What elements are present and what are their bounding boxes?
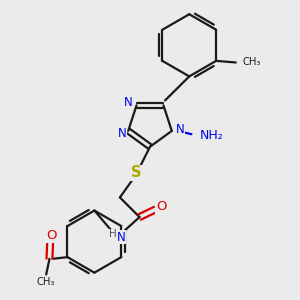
Text: N: N [176,123,184,136]
Text: CH₃: CH₃ [36,277,55,287]
Text: N: N [124,95,133,109]
Text: NH₂: NH₂ [200,129,223,142]
Text: CH₃: CH₃ [242,58,261,68]
Text: N: N [117,230,126,244]
Text: S: S [131,165,142,180]
Text: O: O [46,230,56,242]
Text: H: H [109,230,117,239]
Text: O: O [156,200,166,213]
Text: N: N [118,127,127,140]
